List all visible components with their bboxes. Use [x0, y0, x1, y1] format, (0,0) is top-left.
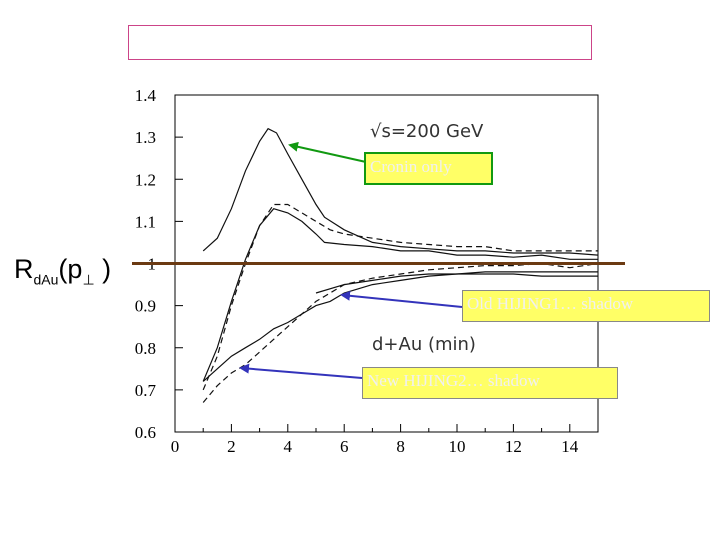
cronin-arrow: [288, 141, 367, 163]
system-annotation: d+Au (min): [372, 334, 476, 355]
y-tick-label: 1.2: [135, 170, 156, 189]
new-hijing-arrow: [239, 363, 363, 379]
x-tick-label: 6: [340, 437, 349, 456]
y-axis-label: RdAu(p⊥ ): [14, 254, 111, 288]
new-hijing-callout-text: New HIJING2… shadow: [367, 371, 540, 390]
energy-annotation: √s=200 GeV: [370, 121, 484, 142]
y-label-arg-sym: ⊥: [82, 271, 95, 288]
old-hijing-callout-text: Old HIJING1… shadow: [467, 294, 634, 313]
x-tick-label: 0: [171, 437, 180, 456]
x-tick-label: 4: [284, 437, 293, 456]
series-line-0: [202, 127, 599, 256]
old-hijing-callout: Old HIJING1… shadow: [462, 290, 710, 322]
old-hijing-arrow: [340, 290, 463, 308]
series-line-1: [202, 208, 598, 382]
x-tick-label: 10: [449, 437, 466, 456]
y-tick-label: 1.1: [135, 212, 156, 231]
series-group: [202, 127, 599, 403]
cronin-callout: Cronin only: [364, 152, 493, 185]
y-tick-label: 0.7: [135, 381, 157, 400]
y-tick-label: 1.3: [135, 128, 156, 147]
series-line-2: [202, 203, 598, 391]
title-box: [128, 25, 592, 60]
x-tick-label: 14: [561, 437, 579, 456]
x-tick-label: 2: [227, 437, 236, 456]
y-label-main: R: [14, 254, 34, 284]
y-tick-label: 0.8: [135, 339, 156, 358]
series-line-3: [202, 271, 598, 382]
y-label-sub: dAu: [33, 271, 59, 288]
series-line-5: [315, 273, 598, 294]
y-tick-label: 1.4: [135, 86, 157, 105]
y-label-arg-open: (p: [58, 254, 83, 284]
series-line-4: [202, 262, 599, 403]
cronin-callout-text: Cronin only: [370, 157, 452, 176]
y-tick-label: 0.6: [135, 423, 156, 442]
x-tick-label: 8: [396, 437, 405, 456]
y-tick-label: 0.9: [135, 297, 156, 316]
y-label-arg-close: ): [94, 254, 112, 284]
new-hijing-callout: New HIJING2… shadow: [362, 367, 618, 399]
x-tick-label: 12: [505, 437, 522, 456]
